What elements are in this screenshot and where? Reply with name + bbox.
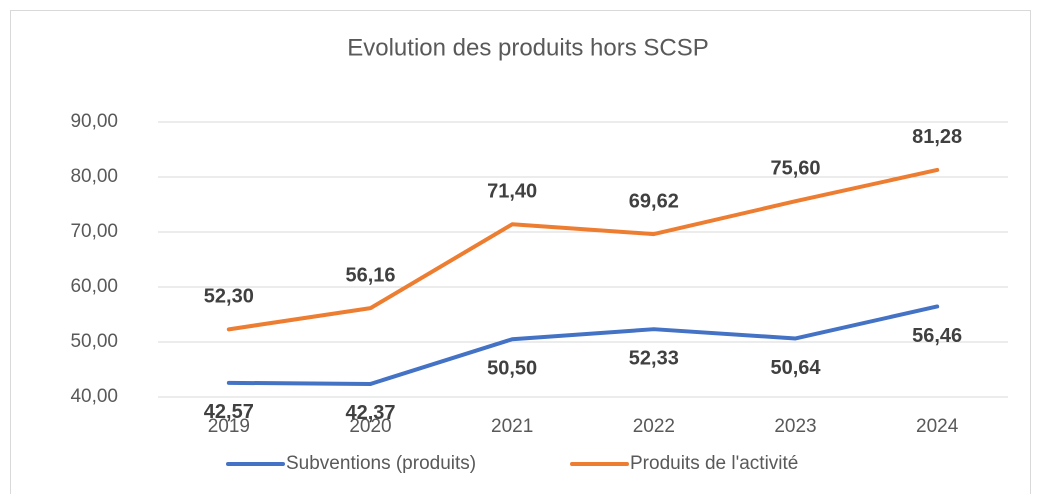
- x-tick-label: 2019: [208, 416, 250, 437]
- series-line: [226, 167, 940, 332]
- x-tick-label: 2023: [774, 416, 816, 437]
- data-label: 56,16: [345, 264, 395, 286]
- chart-border: [10, 10, 1031, 494]
- legend-label: Subventions (produits): [286, 453, 476, 474]
- x-tick-label: 2021: [491, 416, 533, 437]
- y-tick-label: 60,00: [70, 276, 118, 297]
- data-label: 52,30: [204, 286, 254, 308]
- x-tick-label: 2020: [349, 416, 391, 437]
- x-tick-label: 2022: [633, 416, 675, 437]
- data-label: 50,50: [487, 358, 537, 380]
- chart-title: Evolution des produits hors SCSP: [347, 34, 709, 61]
- series-line: [226, 304, 940, 386]
- x-tick-label: 2024: [916, 416, 959, 437]
- y-tick-label: 70,00: [70, 221, 118, 242]
- data-label: 69,62: [629, 190, 679, 212]
- y-tick-label: 50,00: [70, 331, 118, 352]
- data-label: 56,46: [912, 325, 962, 347]
- data-label: 52,33: [629, 347, 679, 369]
- data-label: 75,60: [770, 157, 820, 179]
- data-label: 42,57: [204, 401, 254, 423]
- data-label: 50,64: [770, 357, 821, 379]
- data-label: 42,37: [345, 402, 395, 424]
- data-label: 71,40: [487, 181, 537, 203]
- y-tick-label: 90,00: [70, 111, 118, 132]
- data-label: 81,28: [912, 126, 962, 148]
- y-tick-label: 80,00: [70, 166, 118, 187]
- y-tick-label: 40,00: [70, 386, 118, 407]
- legend-label: Produits de l'activité: [630, 453, 798, 474]
